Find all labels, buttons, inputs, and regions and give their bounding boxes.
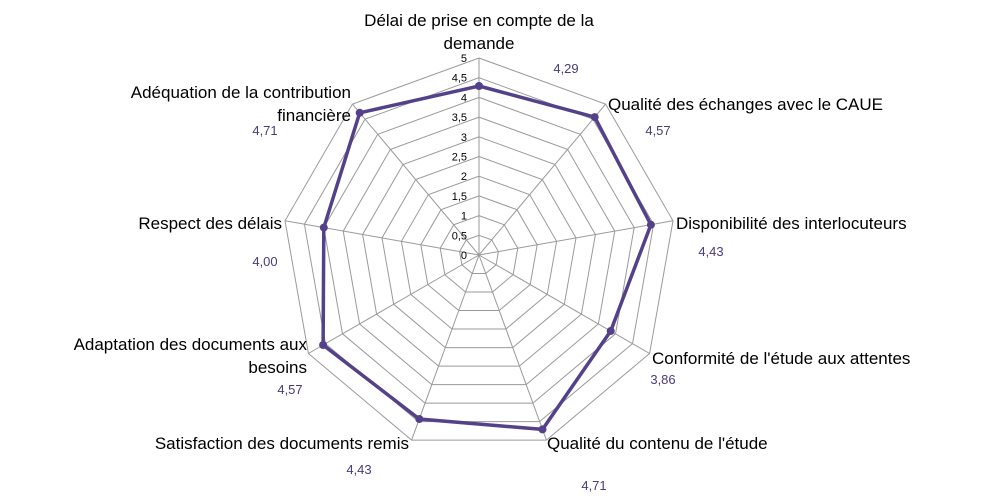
grid-spoke	[284, 220, 480, 256]
grid-ring	[400, 175, 558, 330]
value-label: 4,43	[698, 244, 723, 259]
series-line	[321, 84, 653, 432]
data-point	[415, 415, 424, 423]
axis-label: Adéquation de la contribution financière	[131, 83, 351, 125]
series-satisfaction	[319, 82, 655, 434]
grid-ring	[342, 116, 616, 386]
grid-spoke	[411, 254, 480, 441]
axis-label: Satisfaction des documents remis	[155, 434, 409, 453]
axis-labels: Délai de prise en compte de la demande Qua…	[74, 11, 911, 453]
grid-spoke	[478, 254, 547, 441]
axis-label: Qualité du contenu de l'étude	[547, 434, 768, 453]
grid-spoke	[478, 103, 606, 256]
data-point	[606, 327, 615, 335]
axis-label: Respect des délais	[138, 214, 282, 233]
tick-label: 1	[461, 211, 467, 223]
value-label: 4,29	[553, 61, 578, 76]
data-point	[538, 425, 547, 434]
tick-label: 2	[461, 171, 467, 183]
axis-label: Conformité de l'étude aux attentes	[652, 349, 910, 368]
grid-ring	[362, 136, 596, 367]
axis-label: Délai de prise en compte de la demande	[364, 11, 594, 53]
value-label: 3,86	[650, 372, 675, 387]
radial-tick-labels: 0 0,5 1 1,5 2 2,5 3 3,5 4 4,5 5	[452, 53, 467, 262]
grid-spoke	[478, 220, 674, 256]
tick-label: 4,5	[452, 73, 467, 85]
axis-label: Qualité des échanges avec le CAUE	[608, 95, 883, 114]
data-point	[646, 220, 655, 229]
tick-label: 0,5	[452, 230, 467, 242]
grid-spoke	[308, 254, 480, 354]
value-label: 4,57	[277, 382, 302, 397]
axis-label: Adaptation des documents aux besoins	[74, 335, 308, 377]
grid-ring	[459, 234, 499, 274]
grid-ring	[323, 96, 635, 404]
grid-spoke	[478, 254, 650, 354]
axis-label: Disponibilité des interlocuteurs	[676, 214, 907, 233]
grid-ring	[420, 195, 538, 311]
tick-label: 0	[461, 250, 467, 262]
value-label: 4,57	[645, 123, 670, 138]
value-labels: 4,29 4,57 4,43 3,86 4,71 4,43 4,57 4,00 4,71	[252, 61, 723, 493]
value-label: 4,71	[581, 478, 606, 493]
tick-label: 3	[461, 132, 467, 144]
data-point	[355, 108, 364, 117]
value-label: 4,00	[252, 254, 277, 269]
data-point	[319, 341, 328, 349]
value-label: 4,71	[252, 123, 277, 138]
tick-label: 1,5	[452, 191, 467, 203]
grid-ring	[439, 215, 519, 293]
grid-ring	[381, 155, 577, 349]
data-point	[590, 113, 599, 122]
tick-label: 3,5	[452, 112, 467, 124]
data-point	[319, 223, 328, 232]
data-point	[475, 82, 483, 90]
tick-label: 5	[461, 53, 467, 65]
radar-grid	[284, 57, 674, 441]
tick-label: 4	[461, 92, 467, 104]
value-label: 4,43	[346, 462, 371, 477]
grid-ring	[284, 57, 674, 441]
tick-label: 2,5	[452, 152, 467, 164]
grid-spoke	[352, 103, 480, 256]
